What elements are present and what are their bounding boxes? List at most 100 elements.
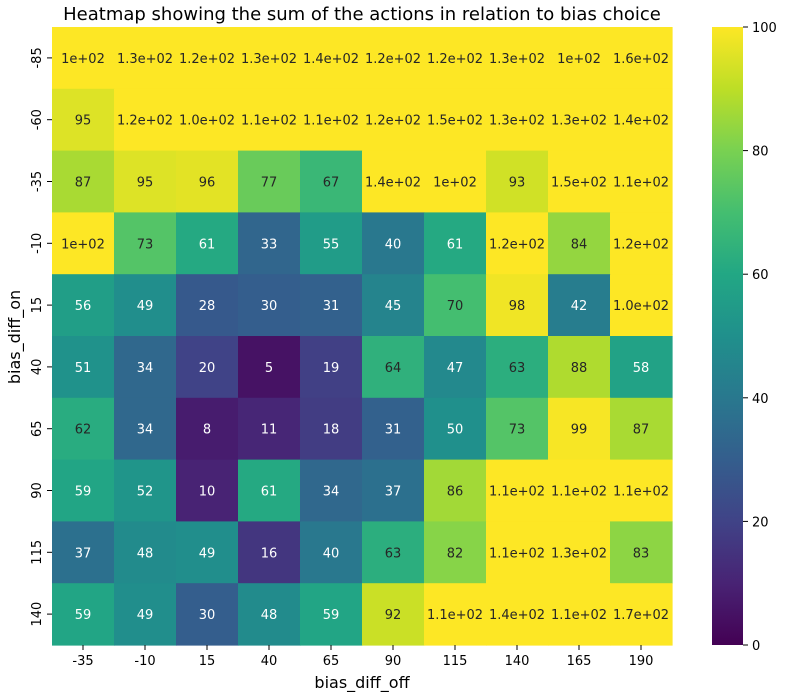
heatmap-cell: [176, 459, 239, 522]
heatmap-cell: [548, 27, 611, 90]
heatmap-cell: [548, 459, 611, 522]
heatmap-cell-label: 48: [261, 608, 278, 623]
heatmap-cell: [238, 150, 301, 213]
heatmap-cell-label: 1.1e+02: [489, 485, 545, 500]
y-tick-label: 115: [30, 540, 45, 565]
heatmap-cell: [424, 274, 487, 337]
heatmap-cell-label: 61: [261, 485, 278, 500]
heatmap-cell: [486, 274, 549, 337]
heatmap-cell-label: 11: [261, 423, 278, 438]
heatmap-cell-label: 18: [323, 423, 340, 438]
heatmap-cell: [52, 397, 115, 461]
x-axis-ticks: -35 -10 15 40 65 90 115 140 165 190: [72, 645, 653, 669]
heatmap-cell-label: 1.2e+02: [179, 52, 235, 67]
heatmap-cell: [52, 150, 115, 213]
heatmap-cell: [300, 274, 363, 337]
heatmap-cell: [362, 459, 425, 522]
y-tick-label: 140: [30, 602, 45, 627]
heatmap-cell-label: 19: [323, 361, 340, 376]
heatmap-cell: [362, 274, 425, 337]
heatmap-cell-label: 58: [633, 361, 650, 376]
heatmap-cell-label: 84: [571, 237, 588, 252]
heatmap-cell: [176, 150, 239, 213]
x-tick-label: -10: [134, 654, 155, 669]
heatmap-cell-label: 1e+02: [557, 52, 601, 67]
heatmap-cell: [52, 521, 115, 584]
heatmap-cell-label: 1e+02: [433, 176, 477, 191]
heatmap-cell-label: 1.2e+02: [427, 52, 483, 67]
heatmap-cell-label: 1.3e+02: [489, 52, 545, 67]
heatmap-cell: [300, 88, 363, 152]
heatmap-cell-label: 82: [447, 546, 464, 561]
heatmap-cell-label: 1.4e+02: [489, 608, 545, 623]
heatmap-cell-label: 1.4e+02: [365, 176, 421, 191]
heatmap-cell-label: 51: [75, 361, 92, 376]
heatmap-cell: [114, 88, 177, 152]
heatmap-cell-label: 99: [571, 423, 588, 438]
heatmap-cell: [300, 150, 363, 213]
heatmap-cell-label: 62: [75, 423, 92, 438]
heatmap-cell-label: 1.1e+02: [613, 176, 669, 191]
heatmap-cell: [610, 150, 673, 213]
heatmap-cell-label: 33: [261, 237, 278, 252]
heatmap-cell: [114, 521, 177, 584]
heatmap-cell-label: 1.0e+02: [613, 299, 669, 314]
heatmap-cell: [610, 88, 673, 152]
heatmap-cell-label: 1.5e+02: [551, 176, 607, 191]
heatmap-cell-label: 1.1e+02: [613, 485, 669, 500]
colorbar-tick-label: 80: [752, 145, 769, 160]
heatmap-cell-label: 5: [265, 361, 273, 376]
colorbar-tick-label: 100: [752, 21, 777, 36]
heatmap-cell-label: 1.2e+02: [117, 114, 173, 129]
chart-title: Heatmap showing the sum of the actions i…: [63, 4, 661, 25]
heatmap-cell: [300, 397, 363, 461]
y-tick-label: -10: [30, 233, 45, 254]
heatmap-cell: [486, 150, 549, 213]
heatmap-cell-label: 10: [199, 485, 216, 500]
heatmap-cell-label: 95: [75, 114, 92, 129]
heatmap-cell-label: 8: [203, 423, 211, 438]
heatmap-cell: [300, 459, 363, 522]
heatmap-cell-label: 93: [509, 176, 526, 191]
heatmap-cell-label: 1e+02: [61, 52, 105, 67]
heatmap-cell: [610, 274, 673, 337]
heatmap-cell-label: 1.2e+02: [613, 237, 669, 252]
heatmap-cell: [424, 212, 487, 275]
heatmap-cell: [238, 459, 301, 522]
heatmap-cell: [52, 274, 115, 337]
heatmap-cell-label: 37: [75, 546, 92, 561]
heatmap-cell-label: 61: [199, 237, 216, 252]
heatmap-cell-label: 50: [447, 423, 464, 438]
heatmap-cell: [176, 274, 239, 337]
heatmap-cell-label: 34: [137, 361, 154, 376]
heatmap-cell: [114, 459, 177, 522]
heatmap-cell-label: 61: [447, 237, 464, 252]
heatmap-cell-label: 20: [199, 361, 216, 376]
heatmap-cell: [238, 336, 301, 399]
heatmap-cell-label: 47: [447, 361, 464, 376]
heatmap-cell: [52, 212, 115, 275]
heatmap-cell: [176, 336, 239, 399]
colorbar-tick-label: 60: [752, 268, 769, 283]
heatmap-cell-label: 63: [509, 361, 526, 376]
heatmap-cell: [548, 521, 611, 584]
heatmap-cell: [610, 212, 673, 275]
heatmap-cell: [238, 521, 301, 584]
heatmap-cell-label: 87: [633, 423, 650, 438]
heatmap-cell: [424, 521, 487, 584]
heatmap-cell: [424, 336, 487, 399]
heatmap-cell: [486, 27, 549, 90]
heatmap-cell-label: 49: [137, 299, 154, 314]
heatmap-cell: [362, 150, 425, 213]
heatmap-cell: [52, 27, 115, 90]
heatmap-cell-label: 16: [261, 546, 278, 561]
heatmap-cell: [424, 583, 487, 646]
x-tick-label: 140: [505, 654, 530, 669]
heatmap-cell-label: 37: [385, 485, 402, 500]
heatmap-cell: [362, 336, 425, 399]
y-tick-label: 65: [30, 420, 45, 437]
heatmap-cell: [238, 88, 301, 152]
heatmap-cell: [362, 521, 425, 584]
heatmap-cell-label: 86: [447, 485, 464, 500]
heatmap-cell-label: 55: [323, 237, 340, 252]
